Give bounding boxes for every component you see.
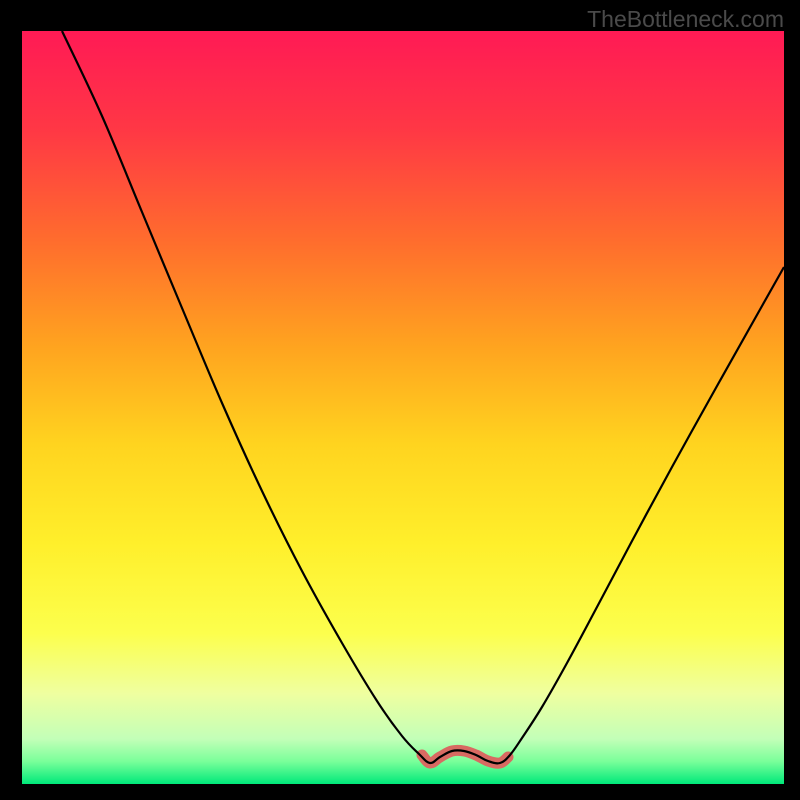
watermark-text: TheBottleneck.com bbox=[587, 6, 784, 33]
chart-frame: TheBottleneck.com bbox=[0, 0, 800, 800]
bottleneck-curve bbox=[62, 31, 784, 763]
plot-area bbox=[22, 31, 784, 784]
curve-layer bbox=[22, 31, 784, 784]
